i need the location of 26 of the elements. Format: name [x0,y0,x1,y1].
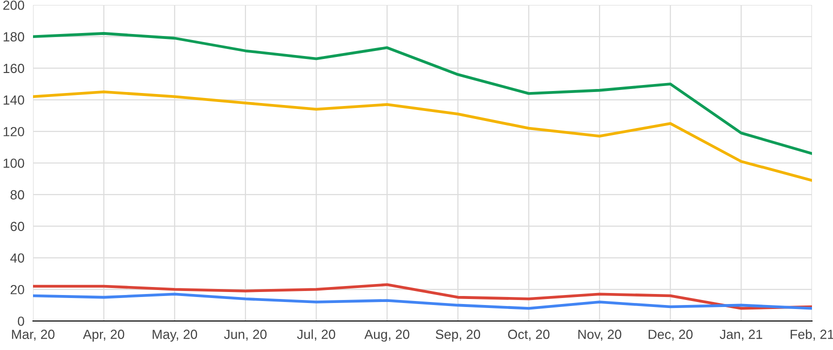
line-series [33,90,812,182]
y-tick-label: 20 [10,284,24,294]
y-tick-label: 200 [3,0,24,10]
y-tick-label: 40 [10,253,24,263]
x-tick-label: May, 20 [152,330,198,342]
x-tick-label: Sep, 20 [436,330,480,342]
x-tick-label: Oct, 20 [508,330,550,341]
y-tick-label: 140 [4,95,24,105]
x-tick-label: Nov, 20 [578,330,622,341]
y-tick-label: 120 [4,126,24,136]
x-tick-label: Apr, 20 [82,330,124,342]
x-tick-label: Mar, 20 [12,330,54,341]
x-tick-label: Jun, 20 [224,330,267,341]
y-tick-label: 100 [4,158,24,168]
y-tick-label: 0 [18,316,24,326]
line-series [33,283,812,310]
x-tick-label: Dec, 20 [648,330,693,341]
line-series [33,32,812,155]
y-tick-label: 160 [4,64,24,74]
y-tick-label: 180 [4,32,24,42]
x-tick-label: Jan, 21 [720,330,762,341]
x-tick-label: Aug, 20 [364,330,410,342]
line-series [33,292,812,310]
y-tick-label: 80 [10,190,24,200]
y-tick-label: 60 [10,222,24,232]
x-tick-label: Jul, 20 [297,329,336,341]
